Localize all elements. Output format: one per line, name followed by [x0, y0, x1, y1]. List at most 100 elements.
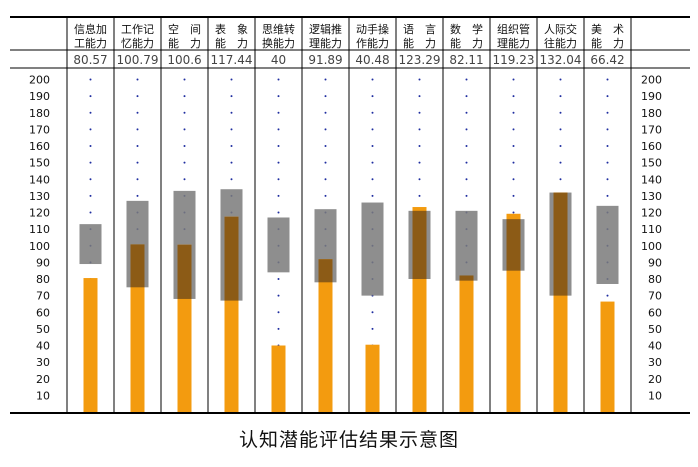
y-tick-label-left: 40 — [36, 340, 50, 353]
overlap-segment — [130, 244, 145, 288]
guide-dot — [559, 111, 562, 114]
overlap-segment — [412, 210, 427, 279]
category-label-line1: 数 学 — [450, 22, 483, 36]
guide-dot — [277, 161, 280, 164]
guide-dot — [371, 327, 374, 330]
value-label: 123.29 — [399, 53, 441, 67]
y-tick-label-right: 130 — [641, 190, 662, 203]
guide-dot — [465, 145, 468, 147]
guide-dot — [512, 95, 515, 98]
guide-dot — [277, 178, 280, 181]
y-tick-label-left: 140 — [29, 173, 50, 186]
value-bar — [365, 344, 380, 412]
category-label-line1: 空 间 — [168, 22, 201, 36]
y-tick-label-left: 130 — [29, 190, 50, 203]
guide-dot — [512, 78, 515, 81]
guide-dot — [559, 95, 562, 98]
y-tick-label-left: 70 — [36, 290, 50, 303]
y-tick-label-right: 10 — [648, 389, 662, 402]
y-tick-label-right: 50 — [648, 323, 662, 336]
guide-dot — [277, 145, 280, 147]
guide-dot — [371, 128, 374, 131]
value-label: 100.79 — [117, 53, 159, 67]
guide-dot — [512, 194, 515, 197]
y-tick-label-left: 190 — [29, 90, 50, 103]
guide-dot — [324, 194, 327, 197]
guide-dot — [277, 78, 280, 81]
guide-dot — [512, 111, 515, 114]
value-label: 119.23 — [493, 53, 535, 67]
guide-dot — [324, 111, 327, 114]
y-tick-label-right: 160 — [641, 140, 662, 153]
guide-dot — [136, 78, 139, 81]
guide-dot — [606, 294, 609, 297]
guide-dot — [371, 194, 374, 197]
category-label-line2: 能 力 — [215, 36, 248, 50]
chart-title: 认知潜能评估结果示意图 — [238, 429, 459, 451]
guide-dot — [277, 194, 280, 197]
y-tick-label-right: 200 — [641, 74, 662, 87]
guide-dot — [183, 128, 186, 131]
y-tick-label-left: 150 — [29, 157, 50, 170]
guide-dot — [559, 145, 562, 147]
range-band — [79, 224, 102, 265]
y-tick-label-right: 170 — [641, 123, 662, 136]
category-label-line2: 能 力 — [403, 36, 436, 50]
y-tick-label-right: 20 — [648, 373, 662, 386]
guide-dot — [136, 161, 139, 164]
y-tick-label-left: 100 — [29, 240, 50, 253]
guide-dot — [559, 78, 562, 81]
y-tick-label-right: 180 — [641, 107, 662, 120]
y-tick-label-left: 50 — [36, 323, 50, 336]
category-label-line1: 逻辑推 — [309, 22, 342, 36]
guide-dot — [230, 161, 233, 164]
y-tick-label-left: 10 — [36, 389, 50, 402]
guide-dot — [465, 111, 468, 114]
guide-dot — [277, 211, 280, 214]
guide-dot — [606, 178, 609, 181]
value-label: 40.48 — [355, 53, 389, 67]
guide-dot — [183, 95, 186, 98]
category-label-line1: 表 象 — [215, 22, 248, 36]
guide-dot — [371, 95, 374, 98]
y-tick-label-right: 190 — [641, 90, 662, 103]
category-label-line2: 工能力 — [74, 36, 107, 50]
category-label-line1: 信息加 — [74, 22, 107, 36]
y-tick-label-right: 90 — [648, 256, 662, 269]
y-tick-label-right: 60 — [648, 306, 662, 319]
guide-dot — [512, 145, 515, 147]
value-bar — [318, 259, 333, 412]
category-label-line2: 往能力 — [544, 36, 577, 50]
guide-dot — [89, 111, 92, 114]
guide-dot — [183, 145, 186, 147]
y-tick-label-left: 90 — [36, 256, 50, 269]
guide-dot — [89, 78, 92, 81]
y-tick-label-left: 120 — [29, 207, 50, 220]
value-label: 82.11 — [449, 53, 483, 67]
guide-dot — [89, 145, 92, 147]
overlap-segment — [318, 259, 333, 283]
guide-dot — [465, 95, 468, 98]
guide-dot — [418, 178, 421, 181]
y-tick-label-left: 80 — [36, 273, 50, 286]
guide-dot — [136, 95, 139, 98]
guide-dot — [277, 294, 280, 297]
guide-dot — [89, 95, 92, 98]
y-tick-label-right: 120 — [641, 207, 662, 220]
guide-dot — [606, 161, 609, 164]
guide-dot — [559, 161, 562, 164]
y-tick-label-right: 30 — [648, 356, 662, 369]
y-tick-label-right: 100 — [641, 240, 662, 253]
guide-dot — [324, 128, 327, 131]
guide-dot — [418, 161, 421, 164]
guide-dot — [277, 95, 280, 98]
range-band — [267, 217, 290, 273]
guide-dot — [136, 128, 139, 131]
guide-dot — [559, 128, 562, 131]
category-label-line2: 换能力 — [262, 36, 295, 50]
guide-dot — [512, 128, 515, 131]
guide-dot — [183, 111, 186, 114]
guide-dot — [465, 128, 468, 131]
guide-dot — [230, 95, 233, 98]
